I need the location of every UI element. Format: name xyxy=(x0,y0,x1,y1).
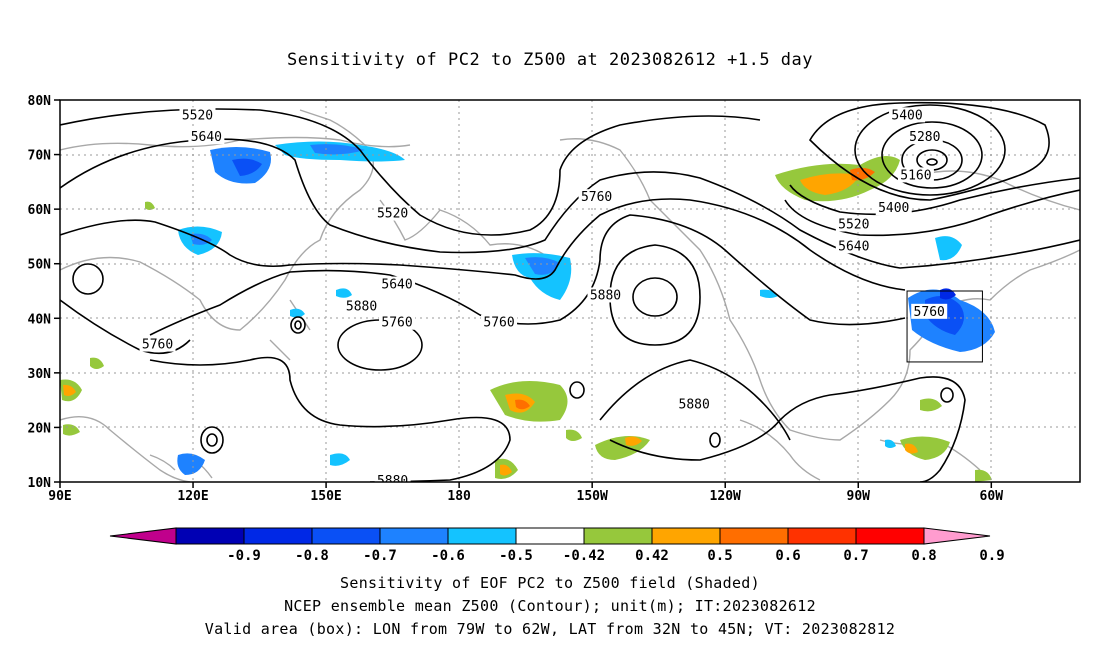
contour-label: 5880 xyxy=(343,298,380,314)
colorbar-swatch xyxy=(651,527,721,545)
contour-label-text: 5880 xyxy=(346,299,377,314)
lat-tick-label: 30N xyxy=(28,367,52,382)
contour-label: 5640 xyxy=(188,129,225,145)
colorbar-label: 0.5 xyxy=(707,548,732,564)
lat-tick-label: 70N xyxy=(28,149,52,164)
caption-contour: NCEP ensemble mean Z500 (Contour); unit(… xyxy=(284,597,816,615)
lat-tick-label: 20N xyxy=(28,421,52,436)
contour-label: 5880 xyxy=(676,396,713,413)
contour-label-text: 5520 xyxy=(377,207,408,222)
contour-label: 5760 xyxy=(578,189,615,205)
contour-label-text: 5880 xyxy=(377,474,408,489)
lat-tick-label: 80N xyxy=(28,94,52,109)
contour-label: 5520 xyxy=(374,205,411,222)
valid-area-box xyxy=(906,290,983,363)
map-title: Sensitivity of PC2 to Z500 at 2023082612… xyxy=(286,50,813,70)
contour-label: 5640 xyxy=(835,238,872,254)
shade-negative-1b xyxy=(232,158,262,176)
caption-valid-area: Valid area (box): LON from 79W to 62W, L… xyxy=(204,620,896,638)
contour-label-text: 5280 xyxy=(909,130,940,145)
colorbar-swatch xyxy=(175,527,245,545)
contour-label: 5160 xyxy=(897,167,934,183)
lat-tick-label: 60N xyxy=(28,203,52,218)
contour-labels: 5520 5640 5520 5640 5760 5760 5880 5760 5880 5760… xyxy=(139,107,948,489)
contour-label-text: 5640 xyxy=(838,239,869,254)
contour-label: 5760 xyxy=(379,314,416,331)
contour-label-text: 5160 xyxy=(900,168,931,183)
contour-label-text: 5760 xyxy=(581,190,612,205)
colorbar-label: 0.9 xyxy=(979,548,1004,564)
lon-tick-label: 180 xyxy=(447,489,471,504)
colorbar-swatch xyxy=(379,527,449,545)
contour-label: 5760 xyxy=(139,336,176,353)
contour-label-text: 5760 xyxy=(483,316,514,331)
lat-tick-label: 50N xyxy=(28,258,52,273)
lon-tick-label: 120W xyxy=(710,489,741,504)
colorbar-label: -0.9 xyxy=(227,548,261,564)
contour-label: 5400 xyxy=(889,107,926,123)
contour-label: 5760 xyxy=(911,303,948,320)
contour-label: 5280 xyxy=(906,129,943,145)
colorbar-right-triangle xyxy=(923,527,991,545)
contour-label: 5400 xyxy=(875,200,912,216)
contour-label-text: 5640 xyxy=(191,130,222,145)
colorbar-swatch xyxy=(719,527,789,545)
contour-label-text: 5760 xyxy=(381,316,412,331)
contour-label-text: 5880 xyxy=(679,398,710,413)
colorbar-label: -0.8 xyxy=(295,548,329,564)
lat-tick-label: 10N xyxy=(28,476,52,491)
lon-tick-label: 90W xyxy=(847,489,871,504)
colorbar-label: 0.42 xyxy=(635,548,669,564)
latitude-axis: 80N 70N 60N 50N 40N 30N 20N 10N xyxy=(28,94,60,491)
contour-label-text: 5760 xyxy=(914,305,945,320)
lon-tick-label: 150W xyxy=(577,489,608,504)
lon-tick-label: 120E xyxy=(177,489,208,504)
colorbar-swatch xyxy=(787,527,857,545)
map-plot-area: 5520 5640 5520 5640 5760 5760 5880 5760 5880 5760… xyxy=(60,100,1080,489)
colorbar-label: 0.7 xyxy=(843,548,868,564)
colorbar-swatch xyxy=(311,527,381,545)
colorbar: -0.9 -0.8 -0.7 -0.6 -0.5 -0.42 0.42 0.5 0.6 0.7 0.… xyxy=(109,527,1005,564)
lat-tick-label: 40N xyxy=(28,312,52,327)
contour-label-text: 5400 xyxy=(891,108,922,123)
colorbar-swatch xyxy=(243,527,313,545)
colorbar-left-triangle xyxy=(109,527,177,545)
contour-label-text: 5520 xyxy=(838,218,869,233)
colorbar-swatch xyxy=(515,527,585,545)
colorbar-swatch xyxy=(583,527,653,545)
colorbar-label: 0.6 xyxy=(775,548,800,564)
map-frame xyxy=(59,99,1081,483)
contour-label-text: 5760 xyxy=(142,338,173,353)
contour-label: 5520 xyxy=(179,107,216,123)
colorbar-label: -0.5 xyxy=(499,548,533,564)
colorbar-swatch xyxy=(855,527,925,545)
longitude-axis: 90E 120E 150E 180 150W 120W 90W 60W xyxy=(48,482,1003,504)
lon-tick-label: 90E xyxy=(48,489,71,504)
contour-label-text: 5880 xyxy=(590,288,621,303)
caption-shaded: Sensitivity of EOF PC2 to Z500 field (Sh… xyxy=(340,574,760,592)
contour-label-text: 5520 xyxy=(182,108,213,123)
contour-label-text: 5400 xyxy=(878,201,909,216)
lon-tick-label: 150E xyxy=(310,489,341,504)
contour-label: 5760 xyxy=(481,314,518,331)
colorbar-label: -0.42 xyxy=(563,548,605,564)
lon-tick-label: 60W xyxy=(980,489,1004,504)
shaded-sensitivity xyxy=(60,141,995,482)
contour-label: 5640 xyxy=(379,276,416,293)
contour-label-text: 5640 xyxy=(381,278,412,293)
colorbar-swatch xyxy=(447,527,517,545)
contour-label: 5880 xyxy=(587,287,624,303)
contour-label: 5880 xyxy=(374,473,411,489)
colorbar-label: 0.8 xyxy=(911,548,936,564)
colorbar-label: -0.6 xyxy=(431,548,465,564)
colorbar-label: -0.7 xyxy=(363,548,397,564)
contour-label: 5520 xyxy=(835,216,872,233)
